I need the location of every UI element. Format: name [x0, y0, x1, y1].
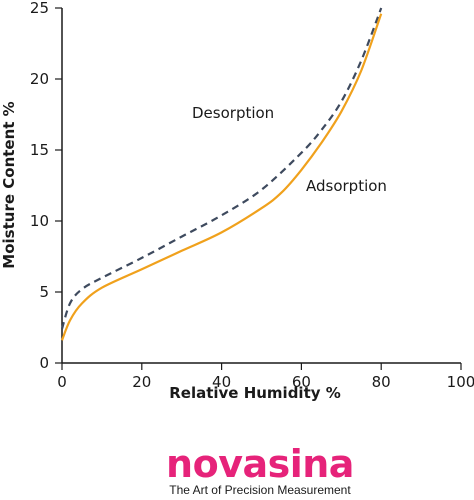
y-tick-label: 25: [30, 0, 49, 17]
y-tick-label: 5: [39, 283, 49, 301]
y-tick-label: 0: [39, 354, 49, 372]
axes: 0 20 40 60 80 100 0 5 10 15 20 25: [30, 0, 474, 391]
y-tick-label: 20: [30, 70, 49, 88]
series-layer: [60, 7, 383, 341]
x-tick-label: 80: [372, 373, 391, 391]
series-line-desorption: [60, 7, 383, 330]
x-axis-title: Relative Humidity %: [169, 384, 341, 402]
x-tick-label: 0: [57, 373, 67, 391]
y-axis-title: Moisture Content %: [0, 101, 18, 268]
y-tick-label: 15: [30, 141, 49, 159]
x-tick-label: 100: [447, 373, 474, 391]
x-tick-label: 40: [212, 373, 231, 391]
novasina-logo: novasina The Art of Precision Measuremen…: [148, 442, 372, 500]
logo-wordmark: novasina: [166, 442, 354, 486]
series-line-adsorption: [60, 13, 383, 341]
moisture-sorption-chart: 0 20 40 60 80 100 0 5 10 15 20 25 Desorption Adsorp…: [0, 0, 474, 402]
series-label-adsorption: Adsorption: [306, 177, 387, 195]
logo-tagline: The Art of Precision Measurement: [169, 483, 351, 497]
series-label-desorption: Desorption: [192, 104, 274, 122]
x-tick-label: 60: [292, 373, 311, 391]
x-tick-label: 20: [132, 373, 151, 391]
y-tick-label: 10: [30, 212, 49, 230]
